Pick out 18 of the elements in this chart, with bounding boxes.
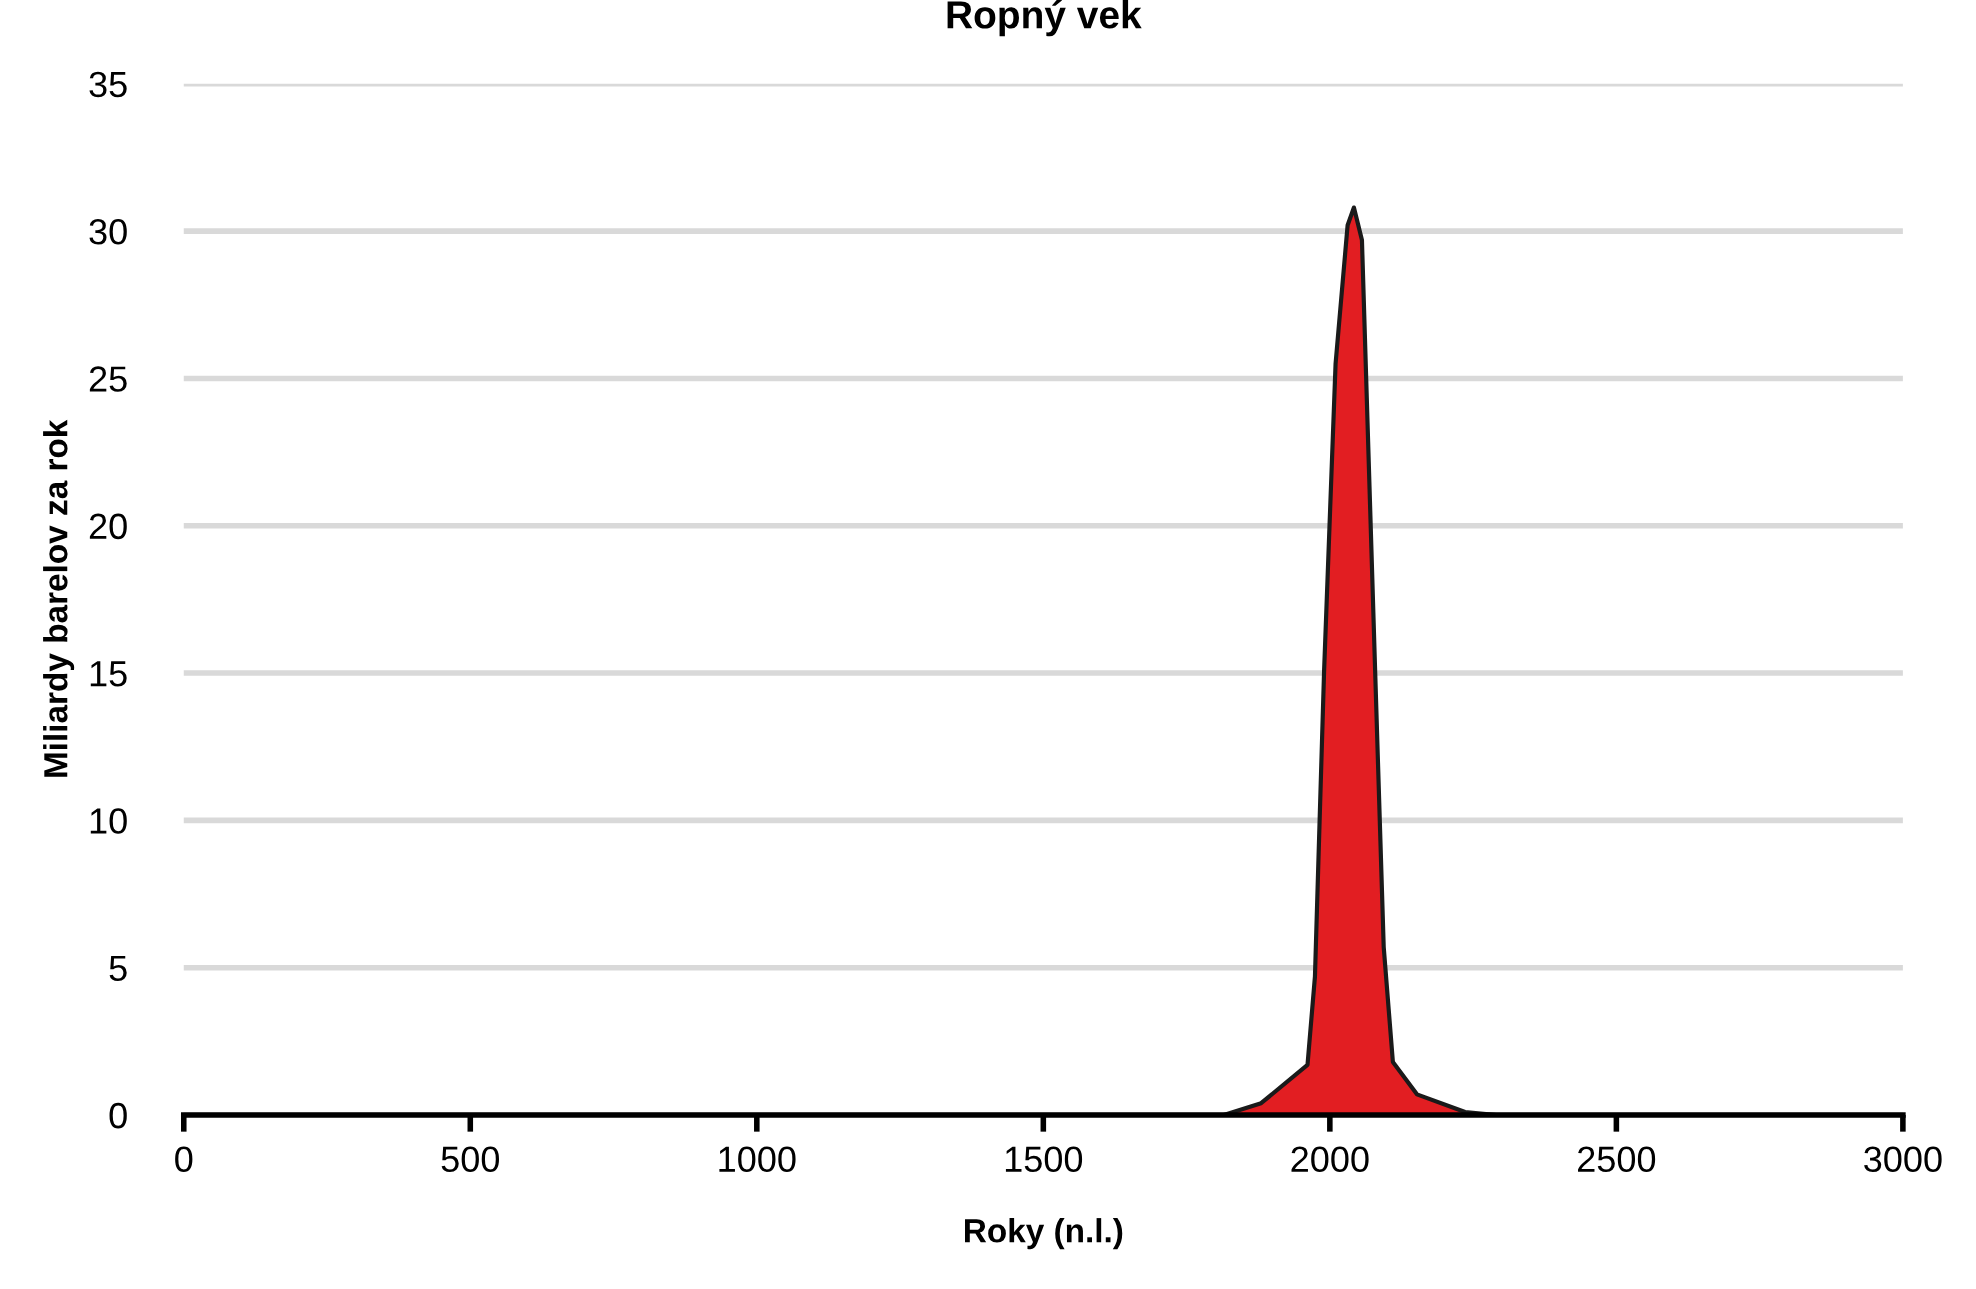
y-tick-label: 20 xyxy=(89,513,127,540)
chart-title: Ropný vek xyxy=(947,0,1142,37)
x-tick-label: 3000 xyxy=(1864,1146,1942,1173)
x-tick-label: 2500 xyxy=(1578,1146,1656,1173)
x-tick-label: 1500 xyxy=(1005,1146,1083,1173)
y-tick-label: 10 xyxy=(90,808,127,834)
x-tick-label: 1000 xyxy=(719,1146,796,1173)
y-axis-title: Miliardy barelov za rok xyxy=(43,419,75,777)
y-tick-label: 25 xyxy=(89,366,127,392)
x-axis-title: Roky (n.l.) xyxy=(965,1218,1123,1250)
y-tick-label: 35 xyxy=(89,71,127,98)
x-tick-label: 0 xyxy=(175,1146,193,1173)
y-tick-label: 15 xyxy=(90,661,127,687)
x-tick-label: 2000 xyxy=(1291,1146,1369,1173)
y-tick-label: 30 xyxy=(89,218,127,245)
x-tick-label: 500 xyxy=(441,1146,499,1173)
y-tick-label: 0 xyxy=(109,1102,127,1129)
y-tick-label: 5 xyxy=(109,955,127,982)
